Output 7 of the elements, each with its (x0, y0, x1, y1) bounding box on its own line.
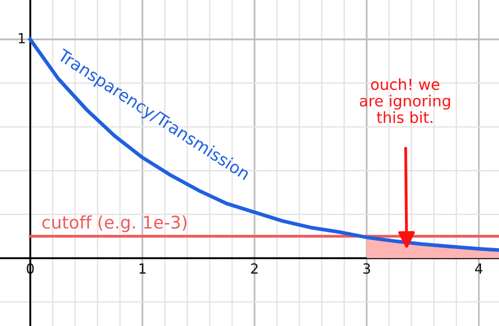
annotation: 1 (18, 33, 25, 44)
x-tick-label: 3 (363, 263, 370, 274)
x-tick-label: 2 (251, 263, 258, 274)
ref-line-label: cutoff (e.g. 1e-3) (42, 215, 186, 232)
x-tick-label: 1 (140, 263, 146, 274)
annotation: ouch! we are ignoring this bit. (360, 78, 450, 124)
x-tick-label: 4 (475, 263, 482, 274)
